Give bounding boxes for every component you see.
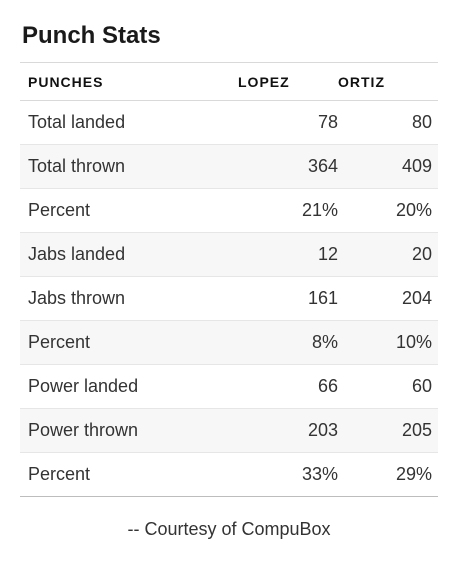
header-fighter-ortiz: ORTIZ [338, 62, 438, 101]
lopez-value: 78 [238, 100, 338, 145]
table-row: Percent 21% 20% [20, 188, 438, 233]
row-label: Total landed [20, 100, 238, 145]
ortiz-value: 205 [338, 408, 438, 453]
table-row: Jabs thrown 161 204 [20, 276, 438, 321]
row-label: Percent [20, 452, 238, 497]
header-fighter-lopez: LOPEZ [238, 62, 338, 101]
lopez-value: 8% [238, 320, 338, 365]
lopez-value: 161 [238, 276, 338, 321]
ortiz-value: 80 [338, 100, 438, 145]
ortiz-value: 60 [338, 364, 438, 409]
row-label: Power landed [20, 364, 238, 409]
ortiz-value: 29% [338, 452, 438, 497]
table-row: Percent 8% 10% [20, 320, 438, 365]
row-label: Percent [20, 320, 238, 365]
row-label: Power thrown [20, 408, 238, 453]
table-row: Power thrown 203 205 [20, 408, 438, 453]
ortiz-value: 409 [338, 144, 438, 189]
table-row: Total thrown 364 409 [20, 144, 438, 189]
row-label: Total thrown [20, 144, 238, 189]
ortiz-value: 20 [338, 232, 438, 277]
ortiz-value: 204 [338, 276, 438, 321]
row-label: Percent [20, 188, 238, 233]
lopez-value: 203 [238, 408, 338, 453]
table-row: Power landed 66 60 [20, 364, 438, 409]
table-header-row: PUNCHES LOPEZ ORTIZ [20, 62, 438, 101]
table-row: Jabs landed 12 20 [20, 232, 438, 277]
table-row: Percent 33% 29% [20, 452, 438, 497]
lopez-value: 21% [238, 188, 338, 233]
punch-stats-widget: Punch Stats PUNCHES LOPEZ ORTIZ Total la… [20, 0, 438, 540]
row-label: Jabs landed [20, 232, 238, 277]
source-credit: -- Courtesy of CompuBox [127, 519, 331, 539]
lopez-value: 364 [238, 144, 338, 189]
header-punches: PUNCHES [20, 62, 238, 101]
widget-title: Punch Stats [22, 22, 161, 49]
punch-stats-table: PUNCHES LOPEZ ORTIZ Total landed 78 80 T… [20, 62, 438, 497]
lopez-value: 12 [238, 232, 338, 277]
row-label: Jabs thrown [20, 276, 238, 321]
table-row: Total landed 78 80 [20, 100, 438, 145]
lopez-value: 66 [238, 364, 338, 409]
ortiz-value: 10% [338, 320, 438, 365]
lopez-value: 33% [238, 452, 338, 497]
ortiz-value: 20% [338, 188, 438, 233]
